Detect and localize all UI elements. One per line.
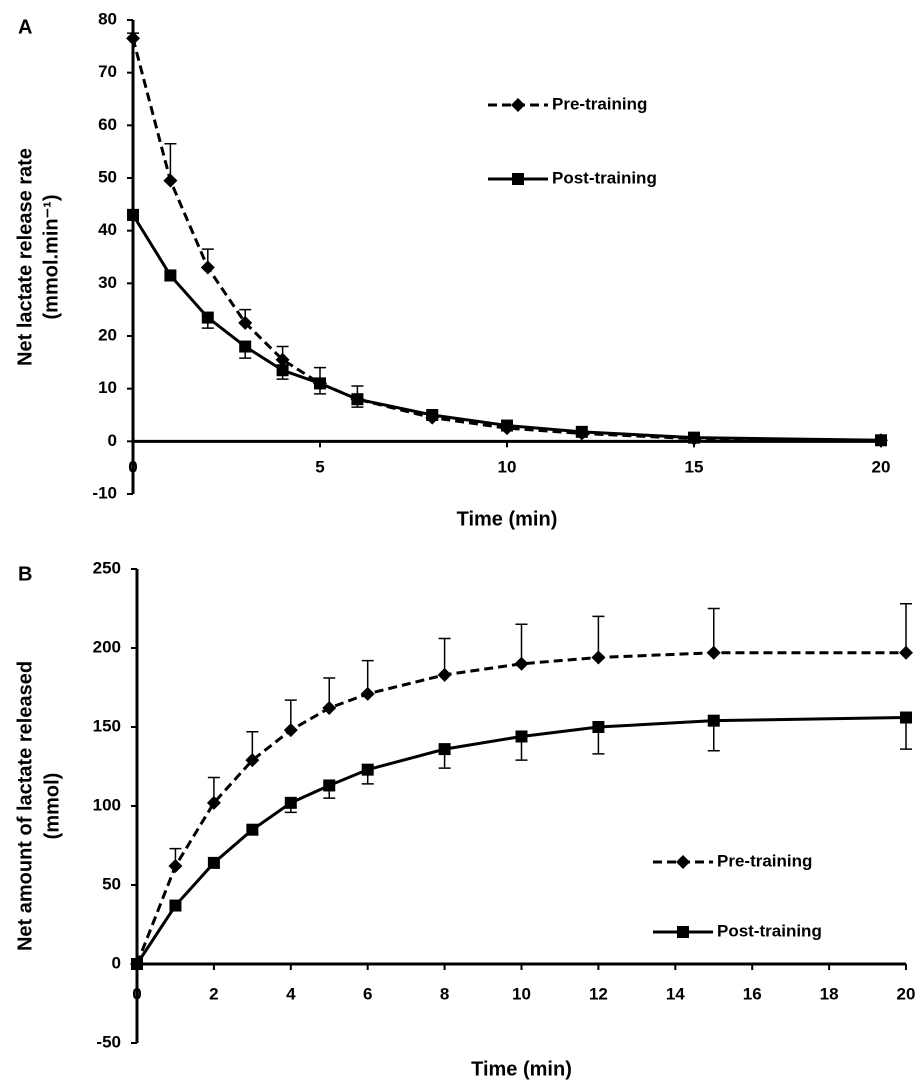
data-point: [438, 743, 451, 756]
error-bar: [707, 607, 720, 653]
data-point: [591, 650, 606, 665]
data-point: [201, 311, 214, 324]
y-tick-label: 100: [93, 795, 121, 814]
y-tick-label: 10: [98, 378, 117, 397]
legend-marker: [677, 926, 689, 938]
data-point: [207, 856, 220, 869]
y-tick-label: 60: [98, 115, 117, 134]
data-point: [131, 958, 143, 970]
y-tick-label: 30: [98, 273, 117, 292]
x-tick-label: 6: [363, 984, 372, 1003]
data-point: [246, 823, 259, 836]
data-point: [437, 667, 452, 682]
x-tick-label: 20: [872, 457, 891, 476]
y-tick-label: 40: [98, 220, 117, 239]
panel-label: B: [18, 563, 32, 585]
y-tick-label: 50: [98, 167, 117, 186]
x-tick-label: 15: [685, 457, 704, 476]
data-point: [688, 431, 700, 444]
legend-marker: [676, 855, 690, 869]
data-point: [899, 645, 913, 660]
legend-marker: [512, 173, 524, 185]
series-line: [135, 651, 906, 965]
y-tick-label: 50: [102, 874, 121, 893]
data-point: [126, 31, 140, 46]
y-tick-label: -10: [92, 483, 117, 502]
y-tick-label: 250: [93, 558, 121, 577]
data-point: [322, 701, 337, 716]
data-point: [276, 364, 289, 377]
x-tick-label: 4: [286, 984, 296, 1003]
data-point: [323, 779, 336, 792]
data-point: [284, 796, 297, 809]
data-point: [875, 434, 887, 447]
error-bar: [900, 603, 912, 653]
y-tick-label: 0: [108, 431, 117, 450]
x-tick-label: 20: [897, 984, 916, 1003]
data-point: [275, 352, 290, 367]
x-tick-label: 10: [512, 984, 531, 1003]
series-line: [135, 716, 907, 965]
data-point: [169, 899, 182, 912]
data-point: [501, 419, 513, 432]
x-tick-label: 8: [440, 984, 449, 1003]
data-point: [592, 721, 605, 733]
x-tick-label: 5: [315, 457, 324, 476]
legend-label: Post-training: [552, 168, 657, 187]
y-tick-label: -50: [96, 1032, 121, 1051]
y-axis-label: (mmol): [41, 773, 63, 840]
data-point: [283, 723, 298, 738]
x-tick-label: 0: [132, 984, 141, 1003]
legend-label: Pre-training: [552, 94, 647, 113]
data-point: [360, 686, 375, 701]
data-point: [200, 260, 215, 275]
y-axis-label: (mmol.min⁻¹): [40, 195, 62, 320]
y-tick-label: 150: [93, 716, 121, 735]
data-point: [314, 377, 326, 390]
data-point: [164, 269, 177, 282]
data-point: [168, 859, 183, 874]
data-point: [426, 409, 439, 421]
x-tick-label: 14: [666, 984, 685, 1003]
data-point: [706, 645, 721, 660]
x-tick-label: 16: [743, 984, 762, 1003]
data-point: [515, 730, 528, 743]
data-point: [900, 711, 912, 724]
legend-label: Post-training: [717, 921, 822, 940]
x-axis-label: Time (min): [471, 1058, 572, 1080]
y-tick-label: 200: [93, 637, 121, 656]
series-line: [131, 214, 882, 442]
y-axis-label: Net amount of lactate released: [14, 661, 36, 951]
data-point: [361, 763, 374, 776]
x-tick-label: 18: [820, 984, 839, 1003]
legend-label: Pre-training: [717, 851, 812, 870]
data-point: [238, 315, 253, 330]
data-point: [239, 340, 252, 353]
y-tick-label: 0: [112, 953, 121, 972]
data-point: [206, 795, 221, 810]
x-tick-label: 2: [209, 984, 218, 1003]
data-point: [127, 208, 139, 221]
data-point: [163, 173, 178, 188]
panel-label: A: [18, 16, 32, 38]
data-point: [707, 714, 720, 727]
data-point: [514, 656, 529, 671]
x-tick-label: 12: [589, 984, 608, 1003]
data-point: [245, 753, 260, 768]
y-axis-label: Net lactate release rate: [14, 148, 36, 366]
y-tick-label: 80: [98, 9, 117, 28]
y-tick-label: 20: [98, 325, 117, 344]
y-tick-label: 70: [98, 62, 117, 81]
data-point: [575, 425, 588, 438]
x-axis-label: Time (min): [457, 508, 558, 530]
data-point: [351, 393, 364, 406]
x-tick-label: 10: [498, 457, 517, 476]
legend-marker: [511, 98, 525, 112]
series-line: [131, 38, 882, 442]
x-tick-label: 0: [128, 457, 137, 476]
